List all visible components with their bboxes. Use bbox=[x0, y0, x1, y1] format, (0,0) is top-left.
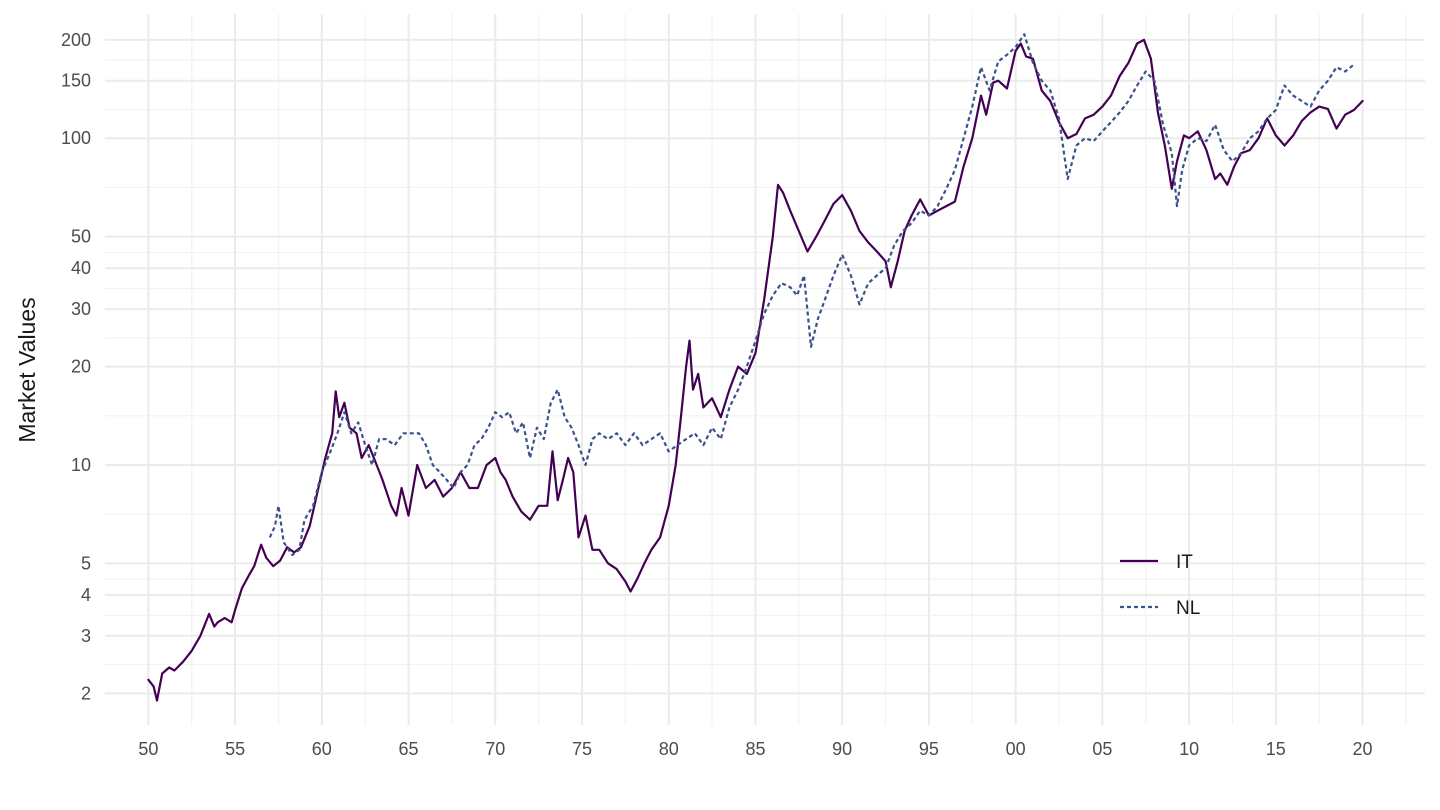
x-tick-label: 85 bbox=[745, 739, 765, 759]
legend-item-nl: NL bbox=[1120, 598, 1200, 619]
x-tick-label: 90 bbox=[832, 739, 852, 759]
legend-item-it: IT bbox=[1120, 552, 1193, 573]
legend: IT NL bbox=[1120, 552, 1200, 619]
x-tick-label: 00 bbox=[1006, 739, 1026, 759]
x-tick-label: 60 bbox=[312, 739, 332, 759]
x-axis-tick-labels: 50 55 60 65 70 75 80 85 90 95 00 05 10 15 20 bbox=[138, 739, 1372, 759]
y-tick-label: 3 bbox=[81, 626, 91, 646]
x-tick-label: 15 bbox=[1266, 739, 1286, 759]
y-tick-label: 5 bbox=[81, 553, 91, 573]
y-tick-label: 200 bbox=[61, 30, 91, 50]
y-tick-label: 40 bbox=[71, 258, 91, 278]
x-tick-label: 80 bbox=[659, 739, 679, 759]
x-tick-label: 10 bbox=[1179, 739, 1199, 759]
y-axis-title: Market Values bbox=[14, 297, 40, 442]
y-axis-tick-labels: 2 3 4 5 10 20 30 40 50 100 150 200 bbox=[61, 30, 91, 703]
x-tick-label: 50 bbox=[138, 739, 158, 759]
x-tick-label: 70 bbox=[485, 739, 505, 759]
series-line-nl bbox=[268, 33, 1355, 557]
y-tick-label: 2 bbox=[81, 683, 91, 703]
major-gridlines bbox=[105, 14, 1425, 725]
y-tick-label: 100 bbox=[61, 128, 91, 148]
legend-label-nl: NL bbox=[1176, 598, 1200, 619]
series-line-it bbox=[147, 38, 1364, 702]
x-tick-label: 65 bbox=[399, 739, 419, 759]
x-tick-label: 95 bbox=[919, 739, 939, 759]
minor-gridlines bbox=[105, 14, 1425, 725]
y-tick-label: 20 bbox=[71, 357, 91, 377]
y-tick-label: 30 bbox=[71, 299, 91, 319]
x-tick-label: 20 bbox=[1353, 739, 1373, 759]
legend-label-it: IT bbox=[1176, 552, 1193, 573]
x-tick-label: 55 bbox=[225, 739, 245, 759]
y-tick-label: 50 bbox=[71, 227, 91, 247]
x-tick-label: 05 bbox=[1092, 739, 1112, 759]
y-tick-label: 10 bbox=[71, 455, 91, 475]
x-tick-label: 75 bbox=[572, 739, 592, 759]
series-lines bbox=[147, 33, 1364, 702]
y-tick-label: 4 bbox=[81, 585, 91, 605]
y-tick-label: 150 bbox=[61, 71, 91, 91]
